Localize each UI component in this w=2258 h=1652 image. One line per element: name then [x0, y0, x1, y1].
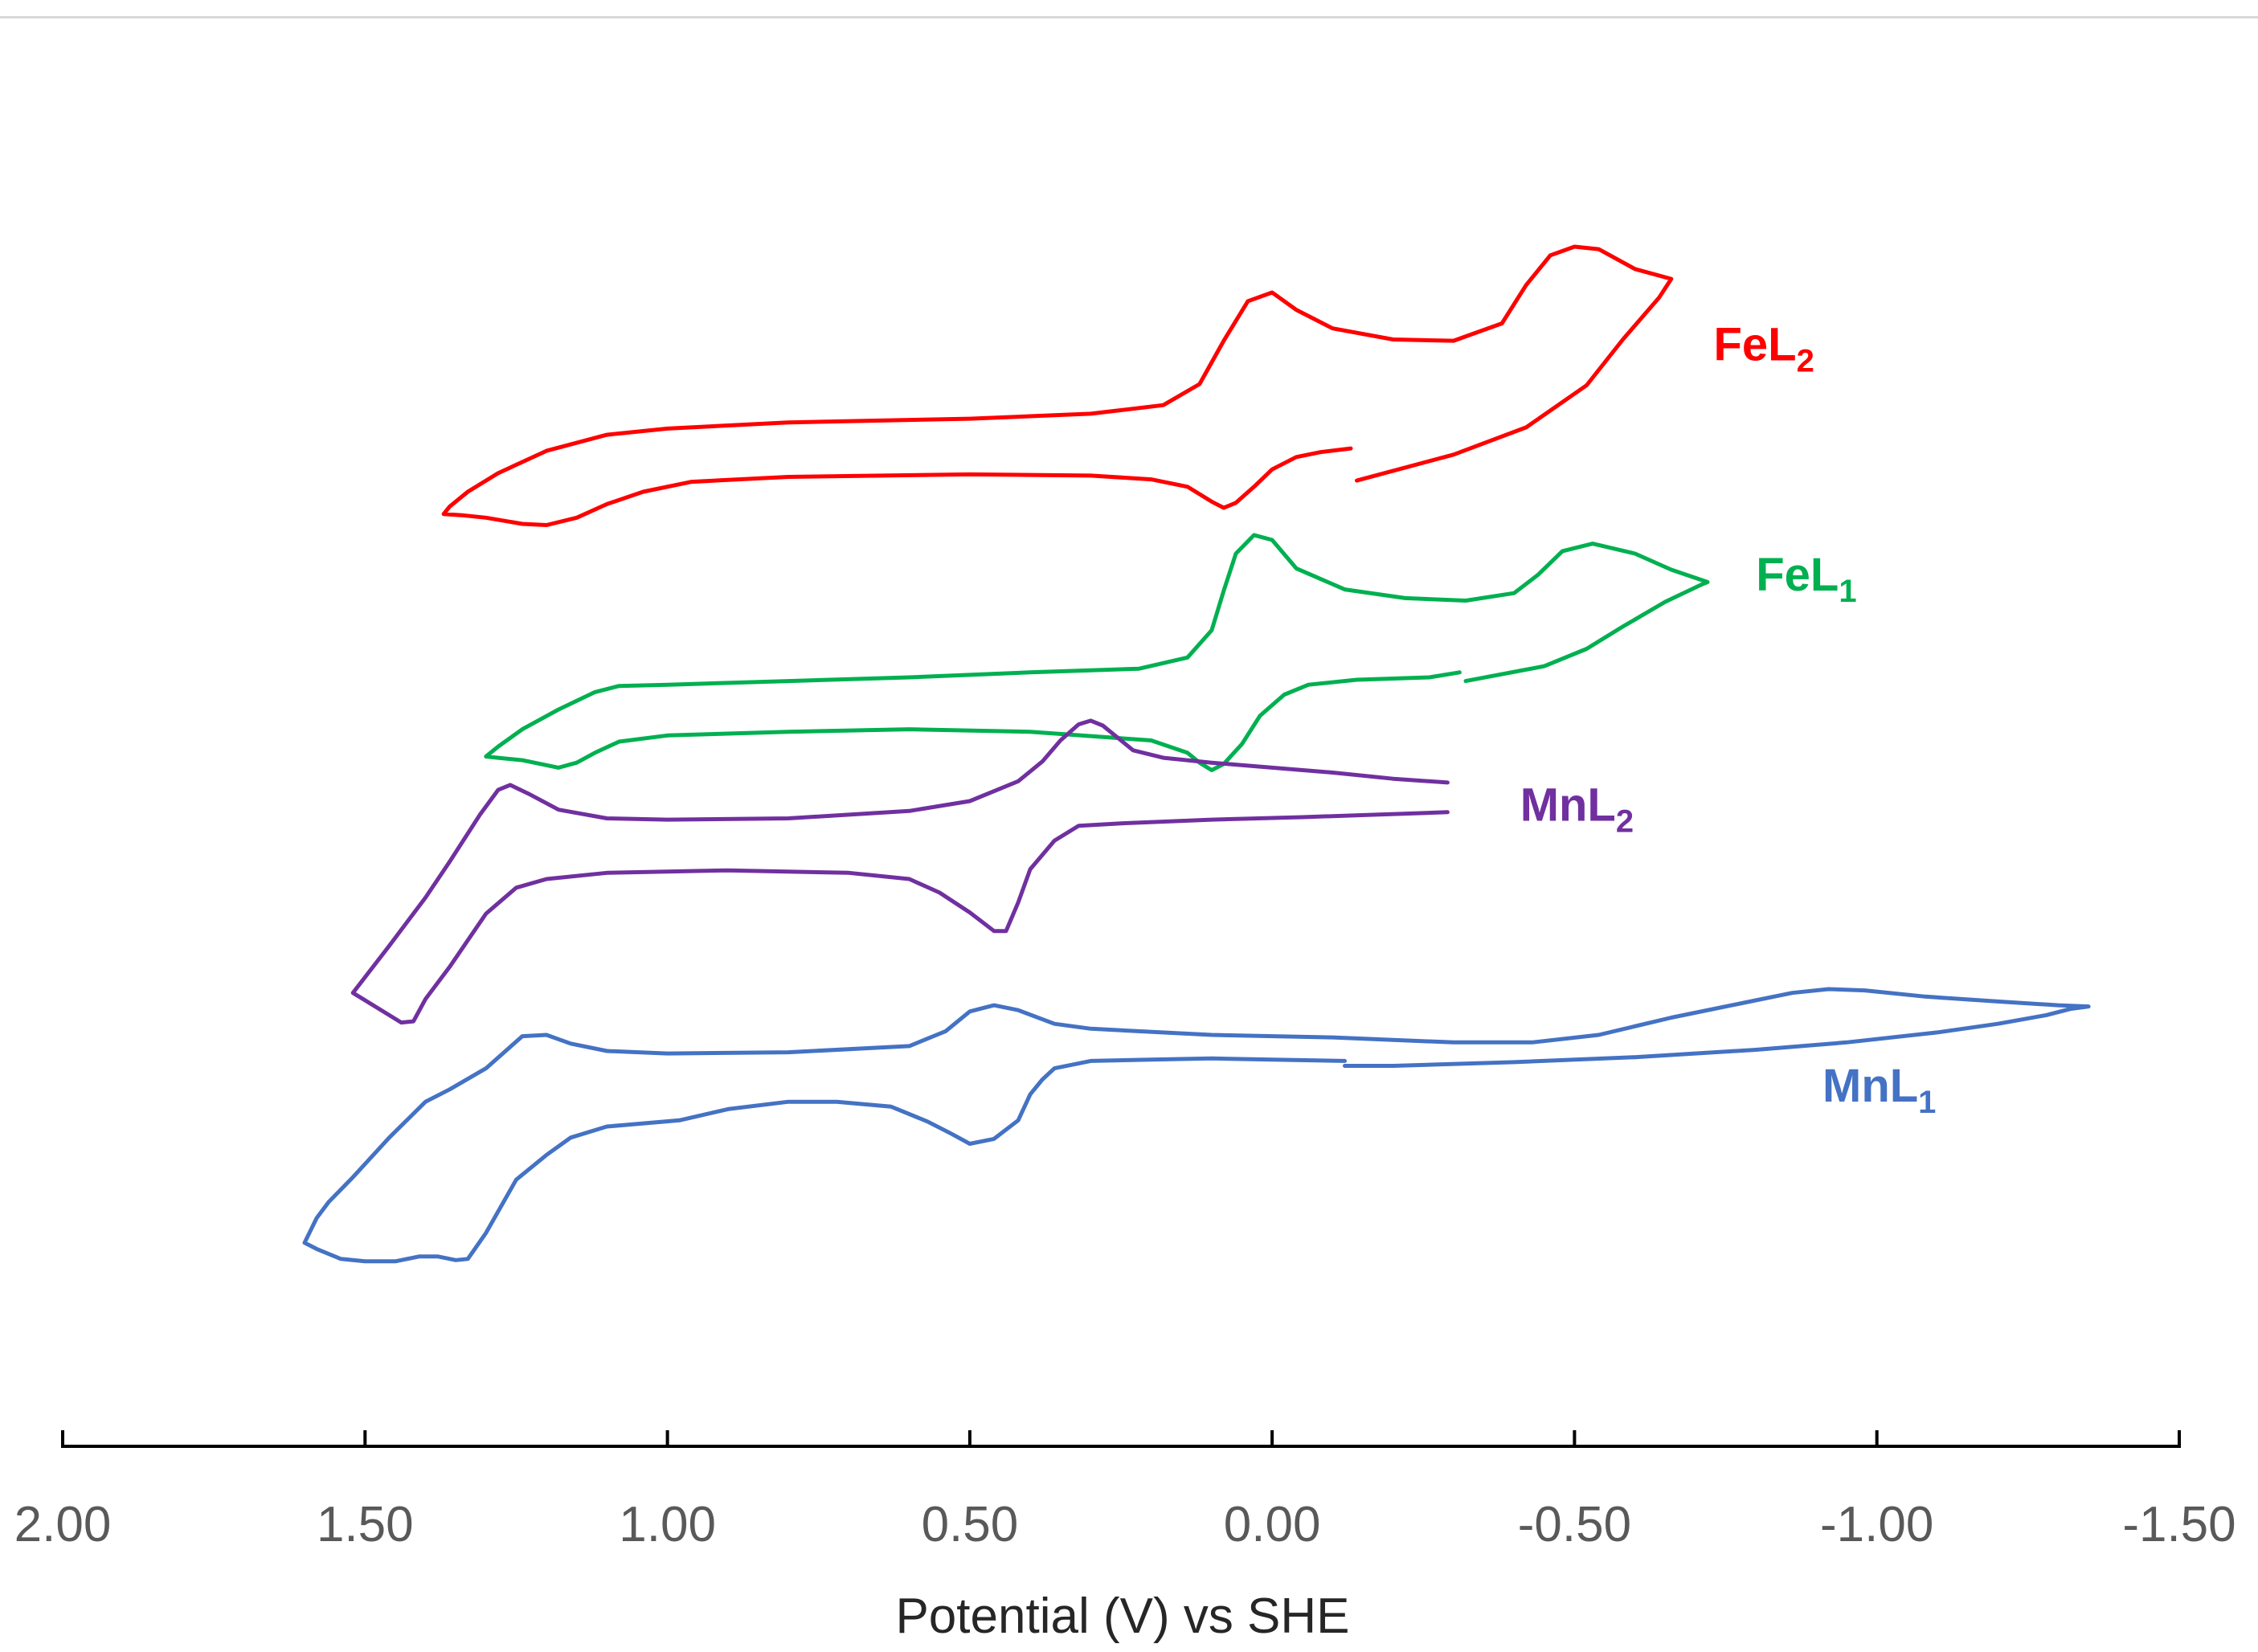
top-border-line — [0, 16, 2258, 18]
label-mnl1-main: MnL — [1822, 1060, 1918, 1112]
label-mnl1: MnL1 — [1822, 1060, 1936, 1120]
label-fel1-subscript: 1 — [1839, 574, 1856, 609]
label-fel2: FeL2 — [1714, 319, 1814, 379]
x-tick-label: 1.00 — [619, 1497, 716, 1552]
label-fel1-main: FeL — [1756, 549, 1839, 601]
curves-group — [302, 244, 2091, 1264]
x-tick-label: -0.50 — [1518, 1497, 1631, 1552]
curve-mnl2 — [350, 718, 1450, 1025]
label-mnl2-subscript: 2 — [1616, 804, 1634, 840]
curve-fel2 — [441, 244, 1674, 527]
curve-fel1 — [484, 533, 1710, 772]
label-mnl1-subscript: 1 — [1918, 1085, 1936, 1120]
label-fel2-subscript: 2 — [1797, 344, 1814, 379]
x-tick-label: -1.00 — [1820, 1497, 1933, 1552]
label-fel2-main: FeL — [1714, 319, 1797, 371]
label-mnl2: MnL2 — [1520, 779, 1634, 840]
x-tick-label: 0.50 — [922, 1497, 1019, 1552]
x-tick-label: 2.00 — [14, 1497, 112, 1552]
curve-mnl1 — [302, 987, 2091, 1264]
label-fel1: FeL1 — [1756, 549, 1856, 609]
x-axis-title: Potential (V) vs SHE — [895, 1589, 1349, 1644]
label-mnl2-main: MnL — [1520, 779, 1616, 832]
x-tick-label: 1.50 — [317, 1497, 414, 1552]
x-tick-label: 0.00 — [1224, 1497, 1321, 1552]
x-axis-ticks: 2.00 1.50 1.00 0.50 0.00 -0.50 -1.00 -1.50 — [14, 1430, 2236, 1552]
x-tick-label: -1.50 — [2122, 1497, 2236, 1552]
